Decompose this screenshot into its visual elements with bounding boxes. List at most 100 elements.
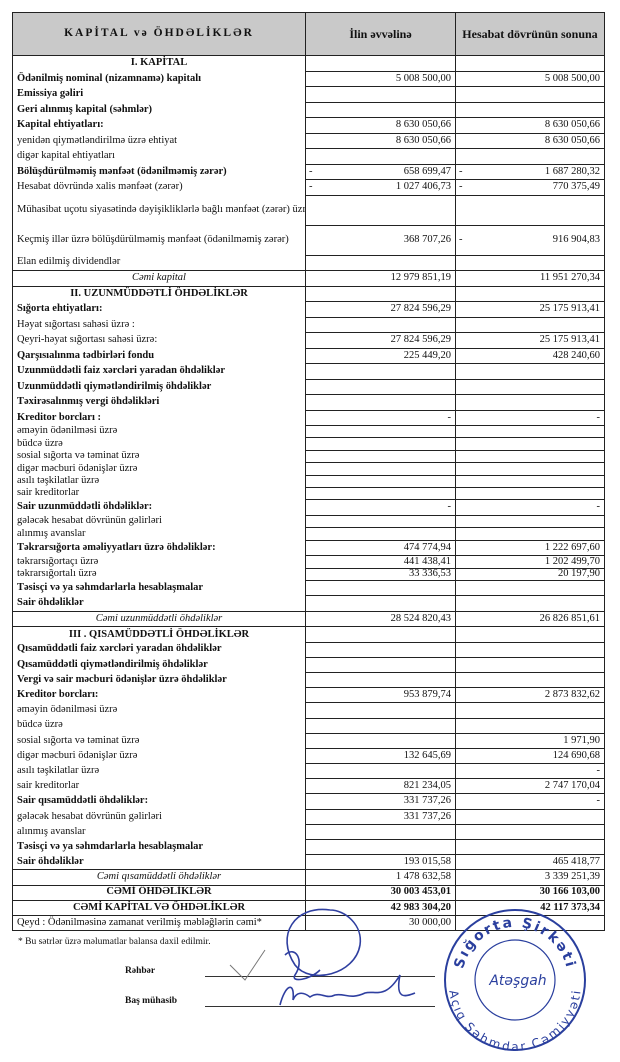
table-row: alınmış avanslar — [12, 823, 605, 841]
row-label: əməyin ödənilməsi üzrə — [12, 425, 306, 438]
negative-sign: - — [459, 165, 463, 177]
value-start-of-year: 225 449,20 — [305, 347, 456, 364]
row-label: sosial sığorta və təminat üzrə — [12, 733, 306, 749]
row-label: gələcək hesabat dövrünün gəlirləri — [12, 515, 306, 528]
value-start-of-year — [305, 671, 456, 689]
table-row: digər məcburi ödənişlər üzrə — [12, 462, 605, 476]
table-row: Qısamüddətli qiymətləndirilmiş öhdəliklə… — [12, 656, 605, 673]
row-label: Təsisçi və ya səhmdarlarla hesablaşmalar — [12, 580, 306, 596]
value-start-of-year — [305, 656, 456, 673]
table-row: digər məcburi ödənişlər üzrə 132 645,69 12… — [12, 747, 605, 765]
value-end-of-period — [455, 514, 605, 529]
stamp-top-text: Sığorta Şirkəti — [451, 915, 576, 971]
value-start-of-year: 27 824 596,29 — [305, 301, 456, 318]
row-label: Hesabat dövründə xalis mənfəət (zərər) — [12, 179, 306, 195]
row-label: alınmış avanslar — [12, 527, 306, 541]
table-row: Uzunmüddətli qiymətləndirilmiş öhdəliklə… — [12, 378, 605, 395]
value-end-of-period — [455, 474, 605, 488]
value-start-of-year: 30 003 453,01 — [305, 884, 456, 901]
value-start-of-year: 821 234,05 — [305, 778, 456, 795]
total-row: Cəmi qısamüddətli öhdəliklər 1 478 632,58… — [12, 869, 605, 886]
value-start-of-year — [305, 194, 456, 226]
row-label: Geri alınmış kapital (səhmlər) — [12, 102, 306, 118]
value-end-of-period: 2 747 170,04 — [455, 778, 605, 795]
row-label: Cəmi uzunmüddətli öhdəliklər — [12, 610, 306, 628]
value-start-of-year: 132 645,69 — [305, 747, 456, 765]
amount: 1 687 280,32 — [544, 165, 600, 177]
table-row: Sair uzunmüddətli öhdəliklər: - - — [12, 499, 605, 516]
value-end-of-period — [455, 823, 605, 841]
table-row: Mühasibat uçotu siyasətində dəyişikliklə… — [12, 194, 605, 226]
row-label: Təkrarsığorta əməliyyatları üzrə öhdəlik… — [12, 540, 306, 556]
table-row: Təxirəsalınmış vergi öhdəlikləri — [12, 394, 605, 411]
section-3: III . QISAMÜDDƏTLİ ÖHDƏLİKLƏR Qısamüddətl… — [12, 626, 605, 932]
value-end-of-period — [455, 671, 605, 689]
value-end-of-period: 25 175 913,41 — [455, 301, 605, 318]
row-label: büdcə üzrə — [12, 437, 306, 451]
value-start-of-year — [305, 285, 456, 302]
value-end-of-period — [455, 254, 605, 271]
value-start-of-year: - 658 699,47 — [305, 163, 456, 180]
table-row: asılı təşkilatlar üzrə - — [12, 763, 605, 780]
row-label: Uzunmüddətli faiz xərcləri yaradan öhdəl… — [12, 363, 306, 379]
stamp-center-text: Atəşgah — [488, 973, 546, 989]
value-start-of-year — [305, 486, 456, 501]
row-label: Kapital ehtiyatları: — [12, 117, 306, 133]
row-label: Cəmi kapital — [12, 270, 306, 287]
value-end-of-period: 1 222 697,60 — [455, 539, 605, 557]
value-end-of-period — [455, 486, 605, 501]
row-label: Qeyd : Ödənilməsinə zamanat verilmiş məb… — [12, 914, 306, 932]
value-start-of-year: - — [305, 409, 456, 426]
value-end-of-period — [455, 808, 605, 825]
value-end-of-period — [455, 449, 605, 464]
table-row: Qarşısıalınma tədbirləri fondu 225 449,20… — [12, 347, 605, 364]
row-label: Qeyri-həyat sığortası sahəsi üzrə: — [12, 332, 306, 348]
value-end-of-period — [455, 378, 605, 395]
value-start-of-year — [305, 626, 456, 643]
value-end-of-period — [455, 626, 605, 643]
value-end-of-period: 465 418,77 — [455, 854, 605, 871]
value-end-of-period — [455, 194, 605, 226]
value-end-of-period: 1 971,90 — [455, 732, 605, 749]
row-label: sair kreditorlar — [12, 487, 306, 500]
total-row: CƏMİ ÖHDƏLİKLƏR 30 003 453,01 30 166 103,0… — [12, 884, 605, 901]
row-label: Mühasibat uçotu siyasətində dəyişikliklə… — [12, 195, 306, 225]
row-label: Elan edilmiş dividendlər — [12, 255, 306, 271]
section-2: II. UZUNMÜDDƏTLİ ÖHDƏLİKLƏR Sığorta ehtiy… — [12, 285, 605, 628]
value-end-of-period: 11 951 270,34 — [455, 270, 605, 287]
value-start-of-year: 474 774,94 — [305, 539, 456, 557]
header-item: KAPİTAL və ÖHDƏLİKLƏR — [12, 12, 306, 56]
accountant-signature-line — [205, 1006, 435, 1007]
value-end-of-period — [455, 363, 605, 380]
value-start-of-year — [305, 839, 456, 856]
value-end-of-period: 8 630 050,66 — [455, 132, 605, 149]
row-label: yenidən qiymətləndirilmə üzrə ehtiyat — [12, 133, 306, 149]
value-end-of-period — [455, 316, 605, 333]
table-row: yenidən qiymətləndirilmə üzrə ehtiyat 8 6… — [12, 132, 605, 149]
row-label: gələcək hesabat dövrünün gəlirləri — [12, 809, 306, 825]
value-end-of-period — [455, 595, 605, 612]
value-end-of-period: - — [455, 409, 605, 426]
value-start-of-year — [305, 55, 456, 72]
value-start-of-year — [305, 462, 456, 476]
signatures — [229, 908, 416, 1006]
table-row: sair kreditorlar — [12, 486, 605, 501]
value-end-of-period — [455, 914, 605, 932]
table-row: sair kreditorlar 821 234,05 2 747 170,04 — [12, 778, 605, 795]
value-start-of-year: 331 737,26 — [305, 793, 456, 810]
value-end-of-period: 25 175 913,41 — [455, 332, 605, 349]
value-end-of-period: 3 339 251,39 — [455, 869, 605, 886]
table-row: büdcə üzrə — [12, 437, 605, 451]
stamp-bottom-text: Açıq Səhmdar Cəmiyyəti — [446, 989, 582, 1054]
svg-text:Sığorta Şirkəti: Sığorta Şirkəti — [451, 915, 578, 971]
negative-sign: - — [459, 233, 463, 245]
value-start-of-year — [305, 514, 456, 529]
row-label: digər məcburi ödənişlər üzrə — [12, 462, 306, 476]
value-end-of-period — [455, 424, 605, 439]
table-row: Qeyd : Ödənilməsinə zamanat verilmiş məb… — [12, 914, 605, 932]
negative-sign: - — [309, 165, 313, 177]
accountant-label: Baş mühasib — [125, 996, 178, 1006]
table-row: Sair qısamüddətli öhdəliklər: 331 737,26- — [12, 793, 605, 810]
row-label: büdcə üzrə — [12, 718, 306, 734]
table-row: Təsisçi və ya səhmdarlarla hesablaşmalar — [12, 839, 605, 856]
